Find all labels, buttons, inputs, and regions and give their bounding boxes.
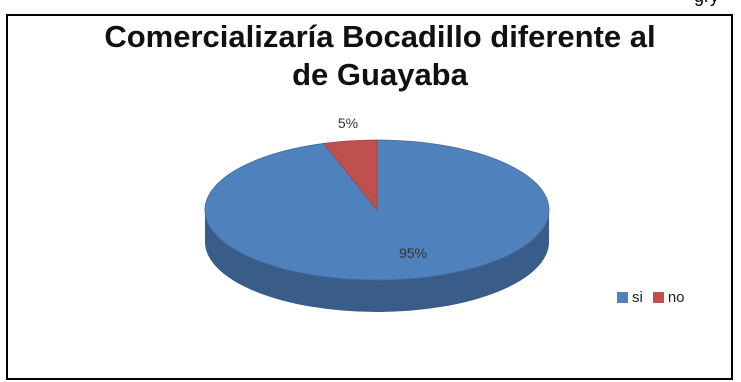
pie-slice-si	[204, 139, 550, 281]
pie-side-wall	[205, 210, 549, 312]
chart-title-line-1: Comercializaría Bocadillo diferente al	[104, 19, 656, 54]
legend-swatch-si	[617, 292, 628, 303]
legend-swatch-no	[652, 292, 664, 303]
legend-label-no: no	[667, 289, 685, 306]
chart-title-line-2: de Guayaba	[292, 57, 468, 92]
legend-label-si: si	[632, 289, 643, 306]
legend-item-si: si	[617, 289, 643, 306]
legend-item-no: no	[652, 289, 685, 306]
pie-slice-no	[323, 139, 378, 212]
data-label-no: 5%	[338, 115, 358, 131]
data-label-si: 95%	[399, 245, 427, 261]
legend: si no	[617, 289, 691, 306]
cropped-header-text: gry	[694, 0, 719, 5]
chart-title: Comercializaría Bocadillo diferente al d…	[0, 18, 741, 94]
